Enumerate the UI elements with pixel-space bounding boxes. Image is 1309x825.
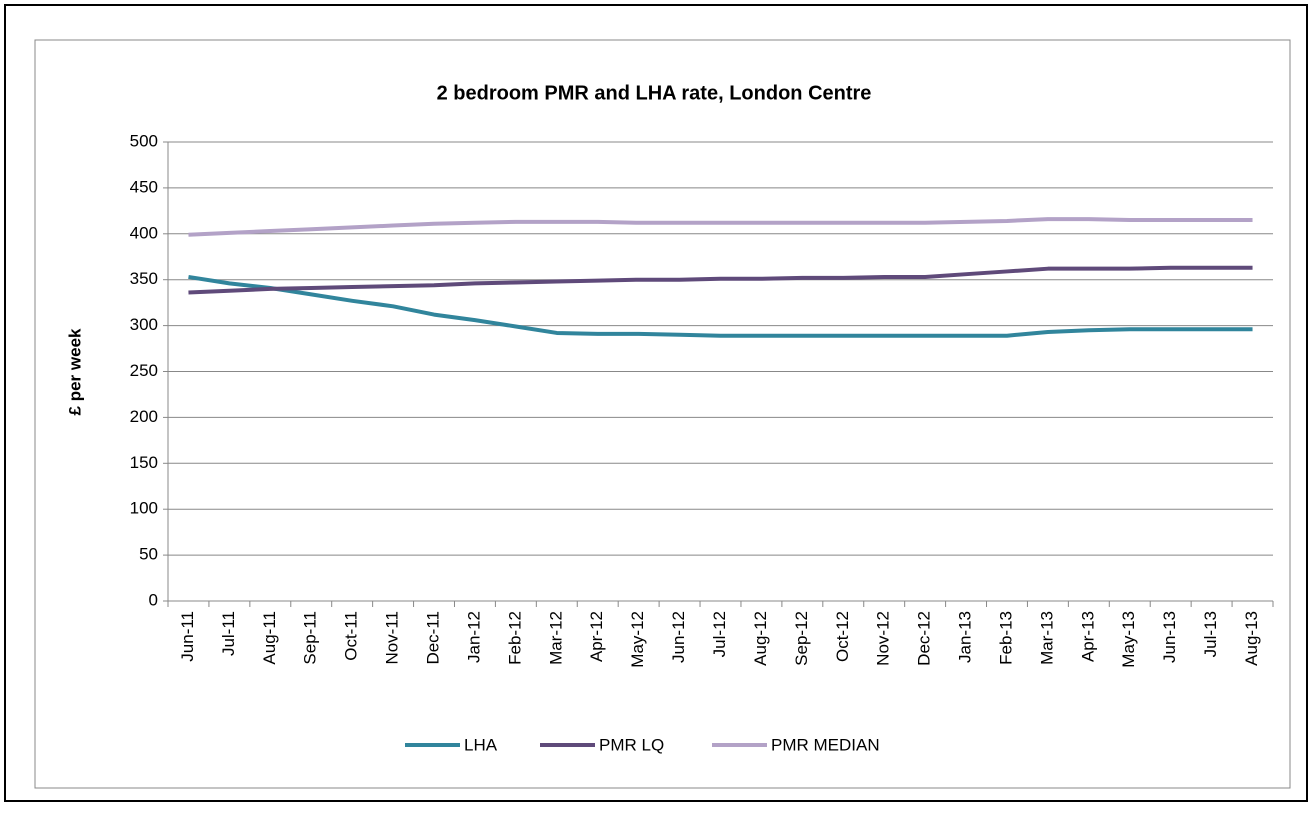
y-tick-label: 100 <box>130 499 158 518</box>
legend-label: PMR MEDIAN <box>771 735 880 754</box>
x-tick-label: Jun-11 <box>178 611 197 662</box>
x-tick-label: Oct-11 <box>342 611 361 661</box>
x-tick-label: Sep-12 <box>792 611 811 666</box>
x-tick-label: May-13 <box>1119 611 1138 668</box>
x-tick-label: Sep-11 <box>301 611 320 665</box>
x-tick-label: Jun-12 <box>669 611 688 663</box>
y-tick-label: 300 <box>130 315 158 334</box>
y-tick-label: 200 <box>130 407 158 426</box>
y-tick-label: 0 <box>149 590 158 609</box>
legend-label: LHA <box>464 735 498 754</box>
y-tick-label: 400 <box>130 223 158 242</box>
x-tick-label: Feb-13 <box>996 611 1015 665</box>
series-line <box>188 217 1253 237</box>
x-tick-label: Aug-13 <box>1242 611 1261 666</box>
y-tick-label: 450 <box>130 177 158 196</box>
x-tick-label: Apr-13 <box>1078 611 1097 662</box>
x-tick-label: Aug-12 <box>751 611 770 666</box>
chart-area <box>34 39 1291 789</box>
x-tick-label: Jun-13 <box>1160 611 1179 663</box>
x-tick-label: Apr-12 <box>587 611 606 662</box>
y-tick-label: 50 <box>139 545 158 564</box>
x-tick-label: Oct-12 <box>833 611 852 662</box>
chart-title: 2 bedroom PMR and LHA rate, London Centr… <box>437 82 872 104</box>
series-line <box>188 274 1253 338</box>
y-tick-label: 150 <box>130 453 158 472</box>
x-tick-label: Feb-12 <box>505 611 524 665</box>
x-tick-label: May-12 <box>628 611 647 668</box>
y-tick-label: 500 <box>130 131 158 150</box>
x-tick-label: Jan-13 <box>956 611 975 663</box>
x-tick-label: Mar-12 <box>546 611 565 665</box>
x-tick-label: Jul-12 <box>710 611 729 657</box>
x-tick-label: Jul-11 <box>219 611 238 656</box>
legend-label: PMR LQ <box>599 735 664 754</box>
x-tick-label: Dec-12 <box>915 611 934 666</box>
x-tick-label: Mar-13 <box>1037 611 1056 665</box>
y-tick-label: 350 <box>130 269 158 288</box>
y-axis-label: £ per week <box>65 328 84 415</box>
series-line <box>188 265 1253 295</box>
x-tick-label: Nov-11 <box>383 611 402 665</box>
x-tick-label: Nov-12 <box>874 611 893 666</box>
x-tick-label: Jul-13 <box>1201 611 1220 657</box>
x-tick-label: Jan-12 <box>464 611 483 663</box>
y-tick-label: 250 <box>130 361 158 380</box>
x-tick-label: Dec-11 <box>424 611 443 665</box>
x-tick-label: Aug-11 <box>260 611 279 665</box>
